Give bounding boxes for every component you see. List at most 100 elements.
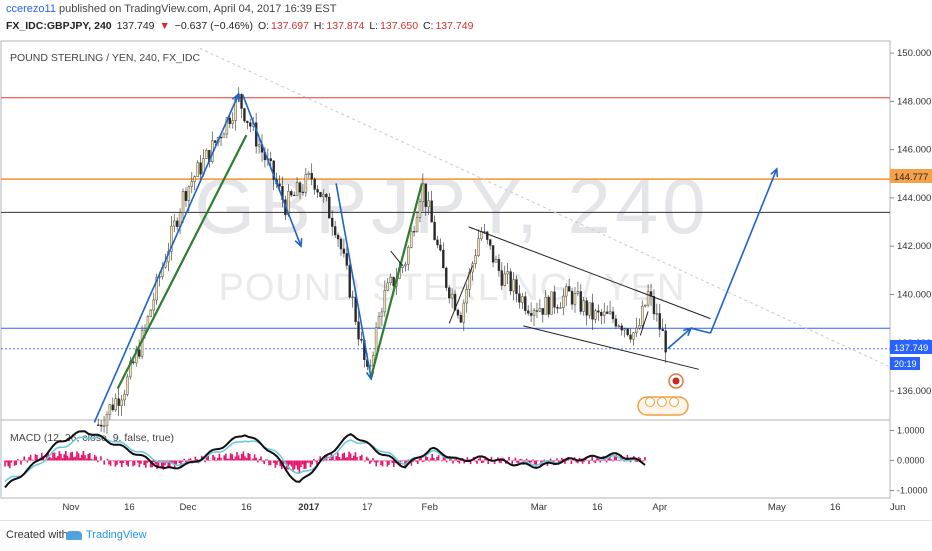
candle-body	[494, 258, 498, 263]
publish-info: ccerezo11 published on TradingView.com, …	[6, 3, 336, 15]
candle-body	[518, 293, 521, 303]
candle-body	[278, 183, 281, 187]
flag-line[interactable]	[639, 311, 649, 336]
candle-body	[488, 239, 492, 246]
last-price: 137.749	[116, 20, 155, 32]
arrow-head-icon[interactable]	[770, 167, 779, 177]
candle-body	[436, 239, 439, 246]
candle-body	[269, 158, 272, 162]
created-with-text: Created with	[6, 529, 68, 541]
macd-line	[4, 430, 646, 489]
price-tick-label: 150.000	[897, 48, 931, 59]
projection-arrow[interactable]	[667, 327, 692, 350]
candle-body	[658, 313, 661, 330]
horizontal-levels[interactable]	[1, 47, 891, 368]
channel-lower[interactable]	[523, 325, 699, 370]
candle-body	[257, 144, 261, 147]
flag-line[interactable]	[390, 250, 403, 266]
candle-body	[603, 311, 606, 316]
tradingview-link[interactable]: TradingView	[66, 529, 147, 541]
candle-body	[565, 286, 568, 297]
event-markers[interactable]	[637, 373, 689, 416]
dotted-trendline[interactable]	[199, 47, 891, 368]
candle-body	[123, 394, 126, 401]
impulse-arrow[interactable]	[241, 93, 302, 247]
candle-body	[351, 296, 354, 298]
low-label: L:	[369, 20, 379, 32]
candle-body	[442, 249, 445, 269]
candle-body	[462, 302, 466, 323]
candle-body	[503, 273, 506, 286]
watermark-ticker: GBPJPY, 240	[194, 162, 709, 250]
green-trendline[interactable]	[370, 183, 423, 377]
candle-body	[152, 299, 155, 311]
time-axis[interactable]: Nov 16 Dec 16 2017 17 Feb Mar 16 Apr May 16 Jun	[62, 502, 905, 513]
flag-line[interactable]	[448, 265, 474, 324]
candle-body	[474, 255, 477, 265]
candle-body	[585, 300, 588, 316]
watermark-name: POUND STERLING / YEN	[219, 267, 686, 309]
candle-body	[509, 271, 512, 292]
candle-body	[310, 172, 313, 180]
candle-body	[635, 327, 638, 333]
current-price-tag	[890, 340, 932, 354]
time-tick-label: 16	[124, 502, 135, 513]
candle-body	[559, 307, 562, 309]
published-text: published on TradingView.com, April 04, …	[59, 3, 337, 15]
candle-body	[541, 308, 544, 315]
price-change: −0.637 (−0.46%)	[174, 20, 254, 32]
candle-body	[383, 290, 387, 313]
time-tick-label: 16	[830, 502, 841, 513]
chart-area[interactable]: GBPJPY, 240 POUND STERLING / YEN POUND S…	[0, 38, 932, 520]
arrow-head-icon[interactable]	[231, 92, 240, 103]
uk-flag-center	[672, 377, 680, 385]
candle-body	[477, 238, 480, 256]
candle-body	[331, 217, 334, 227]
candle-body	[298, 182, 302, 193]
candle-body	[480, 231, 483, 239]
candle-body	[620, 325, 623, 331]
event-marker-icon[interactable]	[669, 397, 679, 407]
candle-body	[439, 244, 442, 251]
candle-body	[99, 424, 103, 427]
candle-body	[611, 311, 615, 320]
candle-body	[342, 248, 346, 254]
author-link[interactable]: ccerezo11	[6, 3, 56, 15]
candle-body	[486, 231, 489, 240]
candle-body	[108, 404, 112, 415]
candle-body	[357, 321, 360, 340]
projection-arrow[interactable]	[709, 168, 778, 334]
candle-body	[553, 291, 556, 308]
macd-tick-label: 1.0000	[897, 426, 925, 436]
candle-body	[664, 330, 667, 353]
candle-body	[465, 289, 468, 304]
projection-arrow[interactable]	[690, 327, 711, 334]
impulse-arrow[interactable]	[335, 183, 372, 380]
channel-upper[interactable]	[468, 226, 711, 320]
candle-body	[652, 296, 656, 315]
impulse-arrow[interactable]	[93, 93, 240, 423]
arrow-head-icon[interactable]	[294, 238, 303, 248]
candle-body	[532, 310, 536, 316]
green-trendline[interactable]	[116, 134, 248, 390]
macd-signal-line	[4, 435, 646, 483]
price-pane[interactable]	[0, 40, 891, 421]
candle-body	[588, 302, 591, 316]
price-tick-label: 142.000	[897, 241, 931, 252]
candle-body	[623, 328, 626, 331]
high-label: H:	[313, 20, 325, 32]
candle-body	[538, 308, 542, 312]
candle-body	[322, 193, 325, 197]
candle-body	[608, 311, 612, 314]
candle-body	[614, 318, 618, 327]
candle-body	[389, 276, 392, 284]
candle-body	[132, 361, 135, 364]
price-tick-label: 144.000	[897, 193, 931, 204]
candle-body	[137, 349, 141, 357]
candle-body	[506, 271, 509, 275]
event-marker-icon[interactable]	[657, 397, 667, 407]
tradingview-logo-icon	[66, 530, 82, 540]
event-marker-icon[interactable]	[645, 397, 655, 407]
candle-body	[301, 191, 305, 194]
trend-drawings[interactable]	[93, 92, 779, 423]
